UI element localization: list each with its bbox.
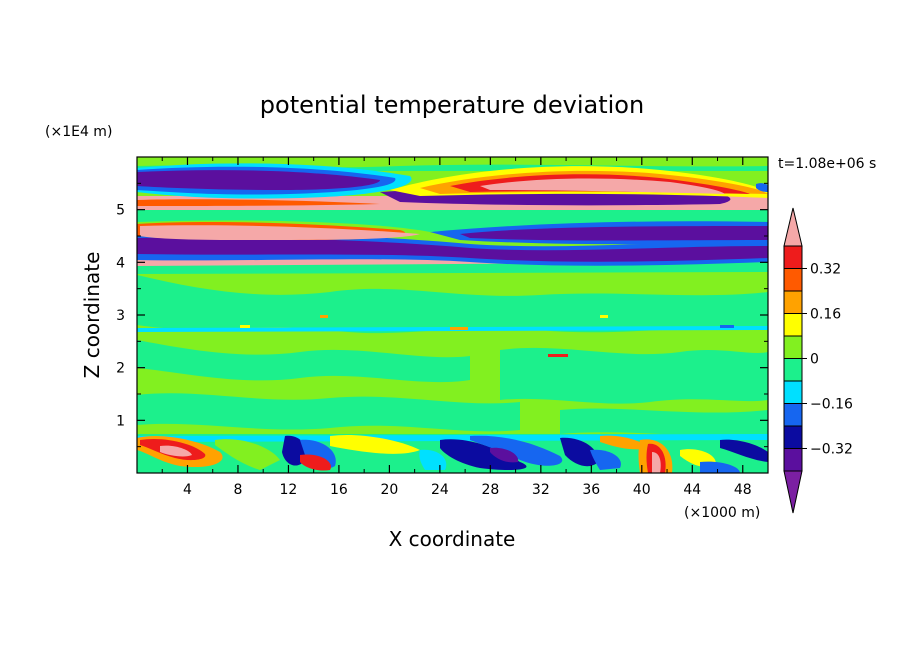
x-tick-label: 32 <box>532 482 550 498</box>
colorbar-segment <box>783 313 803 337</box>
colorbar-segment <box>783 245 803 269</box>
colorbar: 0.32 0.16 0 −0.16 −0.32 <box>783 207 853 514</box>
plot-area <box>137 157 768 473</box>
colorbar-tick-label: 0.16 <box>810 307 841 323</box>
colorbar-max-triangle <box>783 207 803 247</box>
y-tick-label: 3 <box>116 308 125 324</box>
upper-layer-field <box>137 157 768 274</box>
x-tick-label: 24 <box>431 482 449 498</box>
y-tick-label: 1 <box>116 413 125 429</box>
colorbar-segment <box>783 448 803 472</box>
y-tick-label: 4 <box>116 255 125 271</box>
colorbar-tick-label: 0 <box>810 352 819 368</box>
x-tick-label: 12 <box>280 482 298 498</box>
y-tick-label: 5 <box>116 203 125 219</box>
x-tick-label: 8 <box>233 482 242 498</box>
colorbar-segment <box>783 290 803 314</box>
y-axis: 1 2 3 4 5 <box>116 182 768 448</box>
colorbar-segment <box>783 358 803 382</box>
colorbar-segment <box>783 403 803 427</box>
colorbar-segment <box>783 335 803 359</box>
colorbar-segment <box>783 425 803 449</box>
x-axis: 4 8 12 16 20 24 28 32 36 40 44 48 <box>161 157 752 498</box>
x-tick-label: 20 <box>380 482 398 498</box>
x-unit-label: (×1000 m) <box>684 505 760 521</box>
x-tick-label: 40 <box>633 482 651 498</box>
time-label: t=1.08e+06 s <box>778 156 876 172</box>
x-axis-label: X coordinate <box>389 527 516 551</box>
x-tick-label: 28 <box>481 482 499 498</box>
x-tick-label: 4 <box>183 482 192 498</box>
y-unit-label: (×1E4 m) <box>45 124 112 140</box>
lower-layer-field <box>137 434 768 473</box>
x-tick-label: 48 <box>734 482 752 498</box>
colorbar-tick-label: −0.32 <box>810 442 853 458</box>
colorbar-segment <box>783 268 803 292</box>
x-tick-label: 44 <box>683 482 701 498</box>
mid-speckles <box>240 315 734 357</box>
x-tick-label: 36 <box>582 482 600 498</box>
colorbar-segment <box>783 380 803 404</box>
y-tick-label: 2 <box>116 361 125 377</box>
colorbar-min-triangle <box>783 470 803 514</box>
y-axis-label: Z coordinate <box>80 252 104 379</box>
colorbar-tick-label: −0.16 <box>810 397 853 413</box>
x-tick-label: 16 <box>330 482 348 498</box>
chart-title: potential temperature deviation <box>260 91 644 119</box>
colorbar-tick-label: 0.32 <box>810 262 841 278</box>
